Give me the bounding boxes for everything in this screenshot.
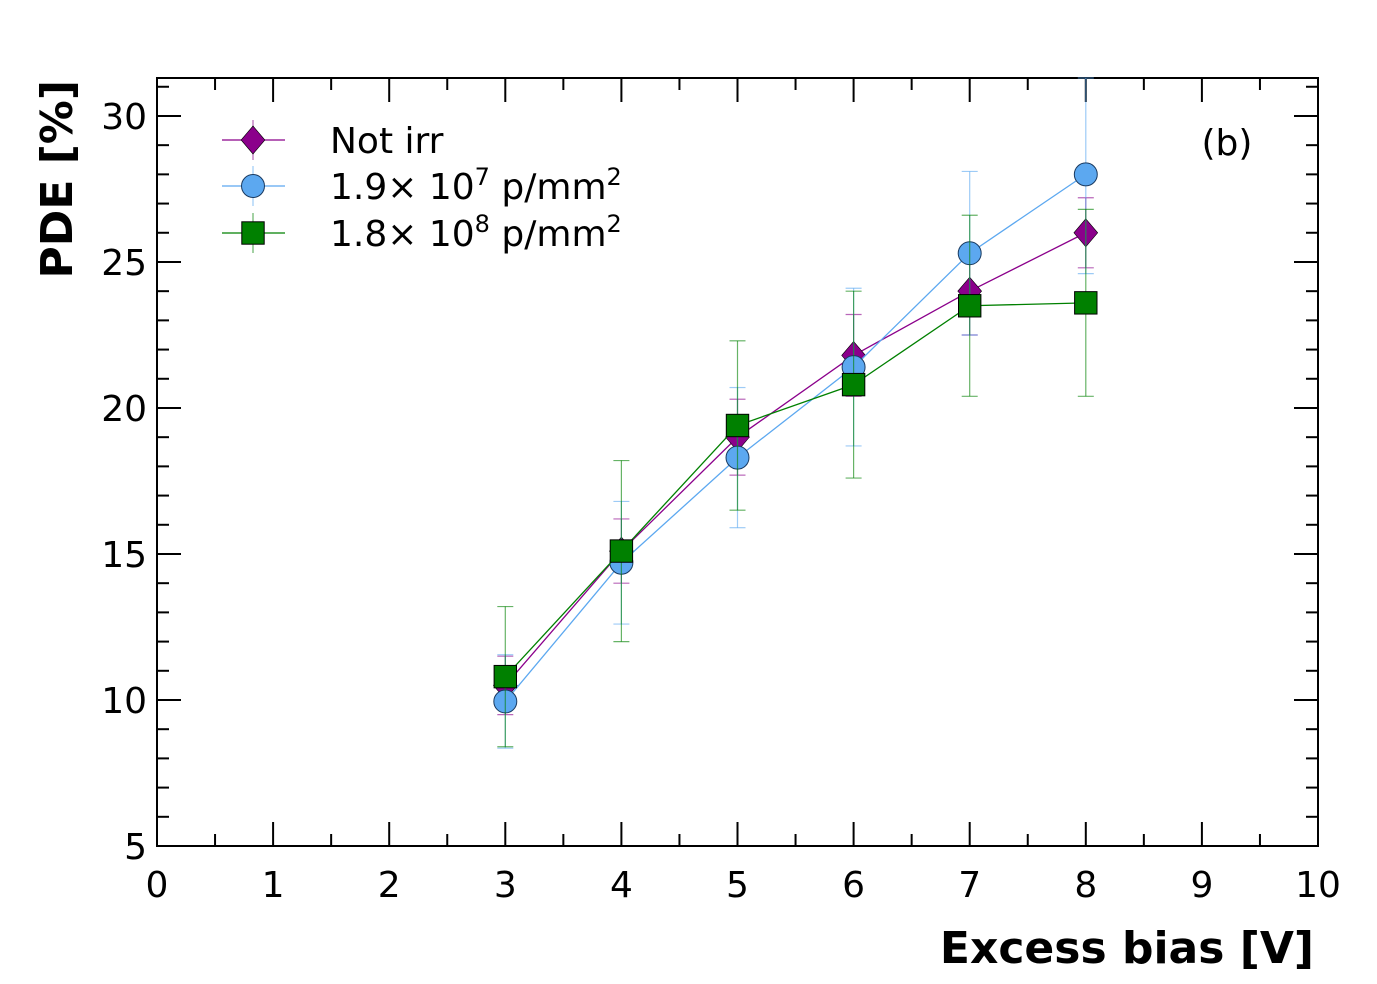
x-tick-label: 5 <box>726 865 749 906</box>
legend-label: 1.9× 107 p/mm2 <box>330 163 622 208</box>
x-tick-label: 2 <box>378 865 401 906</box>
data-point-square <box>958 294 982 318</box>
x-tick-label: 10 <box>1295 865 1341 906</box>
data-point-circle <box>1073 162 1098 187</box>
x-tick-label: 9 <box>1190 865 1213 906</box>
x-tick-label: 8 <box>1074 865 1097 906</box>
data-point-diamond <box>240 125 266 155</box>
data-point-square <box>493 664 518 689</box>
legend-label: 1.8× 108 p/mm2 <box>330 210 622 255</box>
x-tick-label: 4 <box>610 865 633 906</box>
panel-label: (b) <box>1202 123 1253 164</box>
y-tick-label: 20 <box>101 389 147 430</box>
series-line <box>504 302 1086 678</box>
y-tick-label: 5 <box>124 827 147 868</box>
legend-label: Not irr <box>330 121 444 162</box>
series-line <box>504 173 1087 702</box>
data-point-square <box>725 413 750 438</box>
legend-item-2: 1.9× 107 p/mm2 <box>222 163 622 208</box>
y-tick-label: 25 <box>101 243 147 284</box>
data-point-square <box>609 539 634 563</box>
axis-labels: 0 1 2 3 4 5 6 7 8 9 10 5 10 15 20 25 30 <box>101 97 1341 906</box>
y-tick-label: 15 <box>101 535 147 576</box>
series-3 <box>493 208 1098 748</box>
series-layer <box>493 77 1099 749</box>
series-1 <box>493 197 1099 716</box>
data-point-square <box>1074 291 1098 315</box>
data-point-square <box>841 372 866 397</box>
axis-ticks <box>156 78 1319 847</box>
x-tick-label: 0 <box>146 865 169 906</box>
x-tick-label: 1 <box>262 865 285 906</box>
series-line <box>504 232 1087 686</box>
legend-item-3: 1.8× 108 p/mm2 <box>222 210 622 255</box>
x-tick-label: 7 <box>958 865 981 906</box>
x-tick-label: 6 <box>842 865 865 906</box>
data-point-square <box>241 221 265 245</box>
x-tick-label: 3 <box>494 865 517 906</box>
y-axis-title: PDE [%] <box>32 80 83 278</box>
data-point-circle <box>241 174 265 198</box>
y-tick-label: 30 <box>101 97 147 138</box>
legend-item-1: Not irr <box>222 120 444 162</box>
x-axis-title: Excess bias [V] <box>940 923 1314 974</box>
y-tick-label: 10 <box>101 681 147 722</box>
